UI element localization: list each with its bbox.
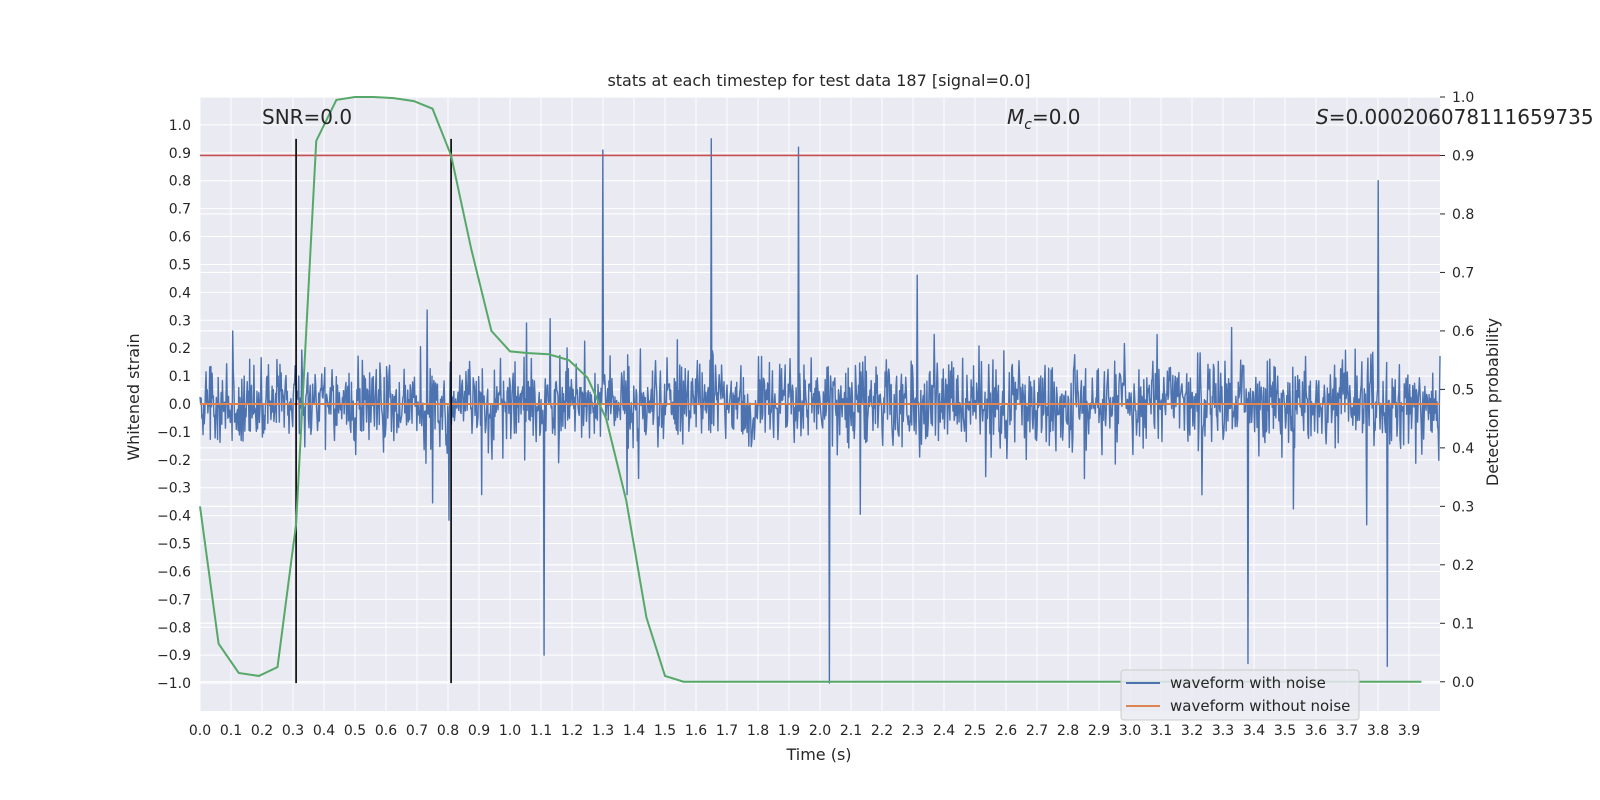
tick-labels: 0.0 0.1 0.2 0.3 0.4 0.5 0.6 0.7 0.8 0.9 1.0 1.1 1.2 1… [157, 90, 1474, 739]
y-tick-label: 0.4 [169, 285, 191, 301]
y2-tick-label: 0.4 [1452, 441, 1474, 457]
x-tick-label: 3.9 [1398, 723, 1420, 739]
y-tick-label: −0.2 [157, 453, 191, 469]
x-tick-label: 1.7 [716, 723, 738, 739]
y-tick-label: 0.9 [169, 146, 191, 162]
y2-tick-label: 0.2 [1452, 558, 1474, 574]
x-tick-label: 0.4 [313, 723, 335, 739]
detection-probability-line [199, 96, 1422, 683]
x-tick-label: 1.4 [623, 723, 645, 739]
y2-tick-label: 0.8 [1452, 207, 1474, 223]
y-tick-label: 0.7 [169, 202, 191, 218]
waveform-noise-path [199, 138, 1441, 684]
x-tick-label: 0.3 [282, 723, 304, 739]
y-tick-label: −0.7 [157, 592, 191, 608]
x-tick-label: 2.7 [1026, 723, 1048, 739]
x-tick-label: 2.6 [995, 723, 1017, 739]
y-tick-label: −0.8 [157, 620, 191, 636]
y2-tick-label: 0.3 [1452, 499, 1474, 515]
x-tick-label: 3.8 [1367, 723, 1389, 739]
x-tick-label: 1.5 [654, 723, 676, 739]
y-tick-label: −0.9 [157, 648, 191, 664]
x-tick-label: 0.7 [406, 723, 428, 739]
x-tick-label: 0.0 [189, 723, 211, 739]
x-tick-label: 1.3 [592, 723, 614, 739]
x-tick-label: 0.6 [375, 723, 397, 739]
y2-tick-label: 0.9 [1452, 148, 1474, 164]
y-tick-label: 0.2 [169, 341, 191, 357]
legend: waveform with noise waveform without noi… [1120, 669, 1360, 721]
snr-annotation: SNR=0.0 [262, 105, 352, 129]
mc-subscript: c [1024, 117, 1032, 133]
x-tick-label: 1.9 [778, 723, 800, 739]
s-annotation: S=0.00020607811165973​5 [1316, 105, 1594, 129]
y2-tick-label: 0.7 [1452, 265, 1474, 281]
mc-annotation: Mc=0.0 [1007, 105, 1081, 133]
x-tick-label: 2.0 [809, 723, 831, 739]
series-waveform-with-noise [199, 138, 1441, 684]
x-tick-label: 1.8 [747, 723, 769, 739]
x-tick-label: 2.3 [902, 723, 924, 739]
x-tick-label: 3.5 [1274, 723, 1296, 739]
legend-box [1120, 669, 1360, 721]
mc-symbol: M [1007, 105, 1024, 129]
mc-value: =0.0 [1032, 105, 1081, 129]
x-tick-label: 1.6 [685, 723, 707, 739]
chart-title: stats at each timestep for test data 187… [607, 71, 1030, 90]
y-tick-label: −0.4 [157, 509, 191, 525]
x-tick-label: 0.9 [468, 723, 490, 739]
x-tick-label: 3.0 [1119, 723, 1141, 739]
y-tick-label: 0.0 [169, 397, 191, 413]
y2-tick-label: 0.0 [1452, 675, 1474, 691]
y2-tick-label: 0.6 [1452, 324, 1474, 340]
x-tick-label: 2.8 [1057, 723, 1079, 739]
s-symbol: S [1316, 105, 1329, 129]
y-tick-label: −0.3 [157, 481, 191, 497]
series-lines [199, 96, 1440, 684]
x-tick-label: 2.1 [840, 723, 862, 739]
x-tick-label: 3.6 [1305, 723, 1327, 739]
x-tick-label: 0.2 [251, 723, 273, 739]
x-axis-label: Time (s) [785, 745, 851, 764]
y-tick-label: 0.6 [169, 230, 191, 246]
x-tick-label: 1.1 [530, 723, 552, 739]
y2-tick-label: 0.1 [1452, 616, 1474, 632]
x-tick-label: 3.3 [1212, 723, 1234, 739]
legend-label-noise: waveform with noise [1170, 674, 1326, 692]
x-tick-label: 3.2 [1181, 723, 1203, 739]
x-tick-label: 2.4 [933, 723, 955, 739]
y2-axis-label: Detection probability [1483, 318, 1502, 486]
x-tick-label: 0.8 [437, 723, 459, 739]
y2-tick-label: 1.0 [1452, 90, 1474, 106]
y2-tick-label: 0.5 [1452, 382, 1474, 398]
y-tick-label: −0.5 [157, 537, 191, 553]
y-tick-label: 0.8 [169, 174, 191, 190]
y-tick-label: −1.0 [157, 676, 191, 692]
y-tick-label: −0.1 [157, 425, 191, 441]
x-tick-label: 0.5 [344, 723, 366, 739]
x-tick-label: 3.4 [1243, 723, 1265, 739]
y-tick-label: 1.0 [169, 118, 191, 134]
y-tick-label: 0.1 [169, 369, 191, 385]
legend-label-clean: waveform without noise [1170, 697, 1350, 715]
x-tick-label: 2.2 [871, 723, 893, 739]
x-tick-label: 2.5 [964, 723, 986, 739]
x-tick-label: 0.1 [220, 723, 242, 739]
x-tick-label: 1.0 [499, 723, 521, 739]
x-tick-label: 3.1 [1150, 723, 1172, 739]
y-tick-label: 0.5 [169, 257, 191, 273]
x-tick-label: 1.2 [561, 723, 583, 739]
y-tick-label: 0.3 [169, 313, 191, 329]
x-tick-label: 3.7 [1336, 723, 1358, 739]
y-axis-label: Whitened strain [124, 333, 143, 460]
x-tick-label: 2.9 [1088, 723, 1110, 739]
s-value: =0.00020607811165973​5 [1329, 105, 1594, 129]
y-tick-label: −0.6 [157, 564, 191, 580]
